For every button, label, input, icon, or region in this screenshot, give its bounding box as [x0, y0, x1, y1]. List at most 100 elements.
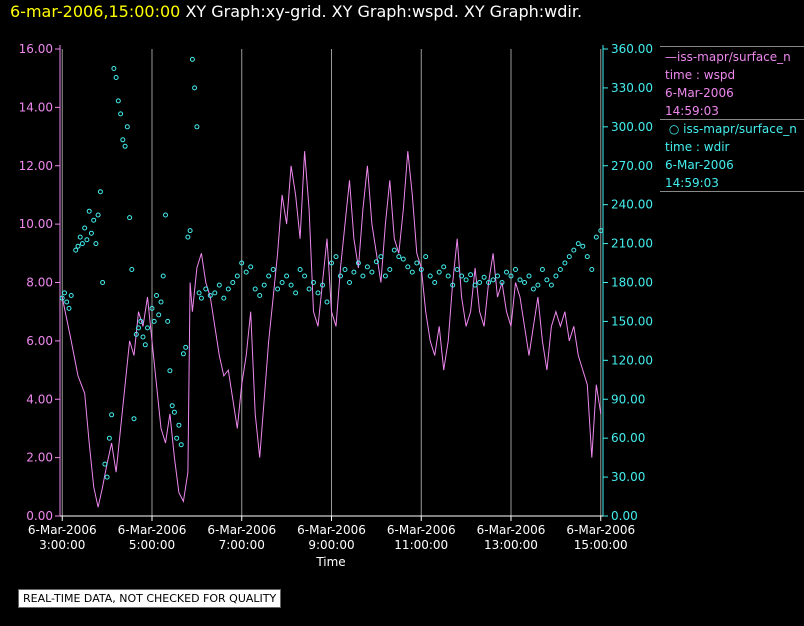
y-right-tick-label: 120.00	[611, 353, 653, 367]
x-tick-label-time: 11:00:00	[394, 538, 448, 552]
wdir-data-point	[355, 260, 361, 266]
x-tick-label-time: 15:00:00	[574, 538, 628, 552]
wdir-data-point	[198, 295, 204, 301]
wdir-data-point	[183, 344, 189, 350]
wdir-data-point	[387, 267, 393, 272]
y-right-tick-label: 360.00	[611, 42, 653, 56]
wdir-data-point	[243, 269, 249, 275]
wdir-data-point	[86, 208, 92, 214]
legend-line-symbol-icon: —	[665, 50, 677, 64]
y-right-tick-label: 270.00	[611, 159, 653, 173]
wdir-data-point	[347, 280, 352, 285]
wdir-data-point	[486, 280, 492, 285]
wdir-data-point	[530, 286, 536, 292]
y-right-tick-label: 0.00	[611, 509, 638, 523]
wdir-data-point	[62, 290, 67, 296]
wdir-data-point	[423, 254, 429, 260]
wdir-data-point	[192, 85, 198, 91]
wdir-data-point	[382, 273, 388, 279]
wdir-data-point	[131, 416, 137, 422]
wdir-data-point	[364, 264, 370, 270]
y-right-tick-label: 300.00	[611, 120, 653, 134]
x-axis-label: Time	[315, 555, 345, 569]
wdir-data-point	[513, 267, 518, 272]
wdir-data-point	[104, 474, 110, 480]
title-date-time: 6-mar-2006,15:00:00	[10, 2, 181, 21]
legend-divider	[660, 191, 804, 192]
wdir-data-point	[504, 269, 509, 275]
wdir-data-point	[194, 124, 200, 130]
y-right-tick-label: 60.00	[611, 431, 645, 445]
wdir-data-point	[59, 295, 65, 301]
x-tick-label-date: 6-Mar-2006	[566, 523, 635, 537]
wdir-data-point	[338, 273, 343, 279]
wdir-data-point	[369, 269, 375, 275]
wdir-data-point	[64, 299, 70, 305]
wdir-data-point	[180, 351, 186, 357]
legend-circle-symbol-icon: ○	[665, 122, 684, 136]
wdir-data-point	[129, 267, 135, 272]
wdir-data-point	[203, 286, 209, 292]
wdir-data-point	[418, 267, 424, 272]
wdir-data-point	[163, 212, 168, 218]
wdir-data-point	[185, 234, 191, 240]
y-right-tick-label: 210.00	[611, 237, 653, 251]
wdir-data-point	[239, 260, 245, 266]
wdir-data-point	[156, 312, 162, 318]
y-left-tick-label: 2.00	[26, 451, 53, 465]
wdir-data-point	[463, 277, 469, 283]
legend-divider	[660, 119, 804, 120]
legend-series-name: iss-mapr/surface_n	[677, 50, 791, 64]
legend-var: time : wspd	[665, 68, 736, 82]
y-left-tick-label: 10.00	[19, 217, 53, 231]
wdir-data-point	[248, 264, 254, 270]
wdir-data-point	[93, 241, 99, 247]
legend-time: 14:59:03	[665, 176, 719, 190]
series-layer	[59, 56, 604, 508]
y-right-tick-label: 30.00	[611, 470, 645, 484]
wdir-data-point	[284, 273, 290, 279]
wdir-data-point	[593, 234, 599, 240]
y-left-tick-label: 16.00	[19, 42, 53, 56]
legend-date: 6-Mar-2006	[665, 158, 734, 172]
wdir-data-point	[409, 269, 415, 275]
wdir-data-point	[111, 66, 117, 71]
wdir-data-point	[189, 56, 195, 62]
wdir-data-point	[115, 98, 121, 104]
wdir-data-point	[535, 282, 541, 288]
wdir-data-point	[311, 280, 316, 285]
wdir-data-point	[138, 318, 144, 324]
x-tick-label-time: 7:00:00	[219, 538, 265, 552]
wdir-data-point	[324, 299, 330, 305]
wdir-data-point	[88, 230, 94, 236]
wdir-data-point	[468, 272, 474, 278]
wdir-data-point	[306, 286, 312, 292]
wdir-data-point	[329, 260, 334, 266]
wdir-data-point	[140, 334, 146, 340]
wdir-data-point	[167, 368, 173, 374]
legend-var: time : wdir	[665, 140, 730, 154]
wdir-data-point	[165, 318, 171, 324]
wdir-data-point	[109, 412, 115, 418]
wdir-data-point	[234, 273, 240, 279]
wdir-data-point	[113, 75, 119, 80]
wdir-data-point	[472, 282, 478, 288]
y-left-tick-label: 4.00	[26, 392, 53, 406]
wdir-data-point	[342, 267, 348, 272]
wdir-data-point	[297, 267, 303, 272]
wdir-data-point	[68, 293, 74, 298]
wdir-data-point	[73, 247, 79, 253]
wdir-data-point	[122, 143, 128, 149]
wdir-data-point	[320, 282, 325, 288]
wdir-data-point	[95, 212, 101, 218]
wdir-data-point	[77, 234, 83, 240]
wdir-data-point	[302, 273, 308, 279]
wdir-data-point	[508, 273, 514, 279]
y-left-tick-label: 14.00	[19, 100, 53, 114]
y-right-tick-label: 90.00	[611, 392, 645, 406]
wdir-data-point	[517, 277, 523, 283]
wdir-data-point	[495, 273, 500, 279]
wdir-data-point	[212, 290, 218, 296]
wdir-data-point	[97, 189, 103, 195]
wdir-data-point	[84, 237, 90, 243]
